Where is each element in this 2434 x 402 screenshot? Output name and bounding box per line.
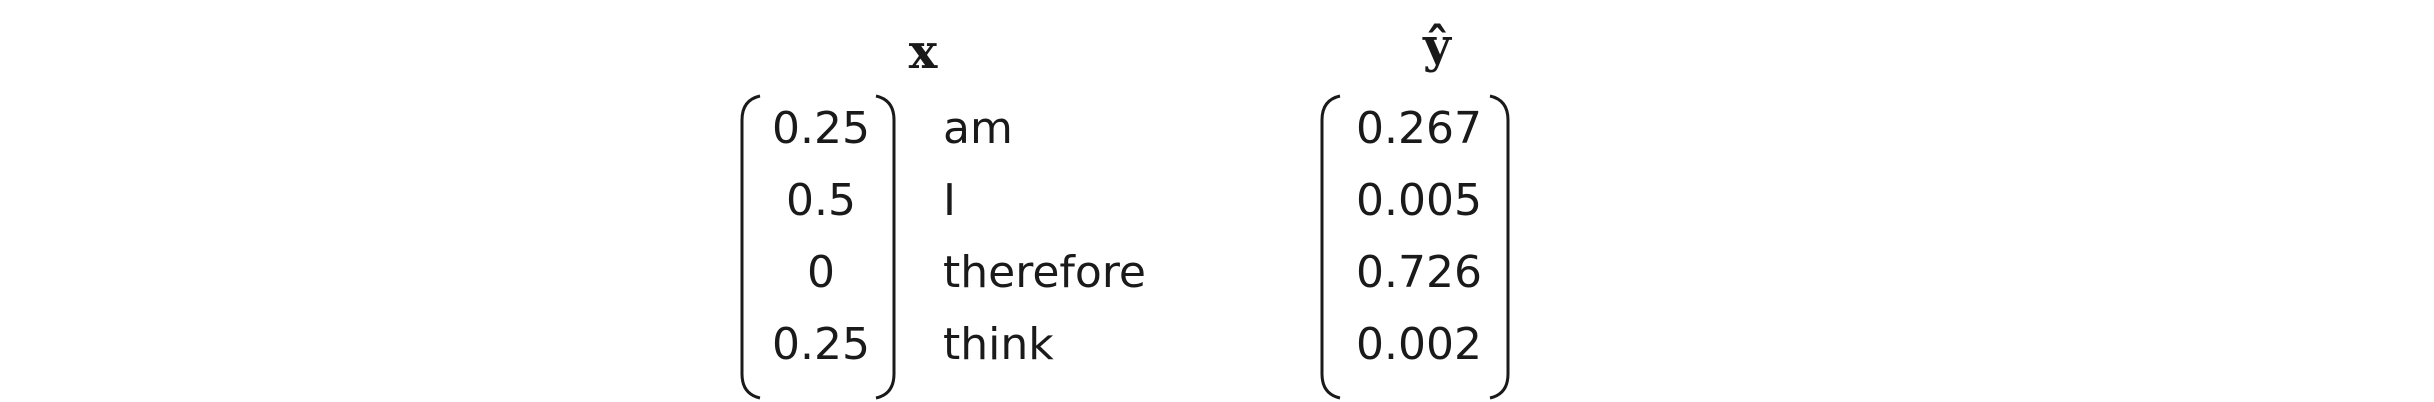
x-entry: 0.25 [772, 103, 870, 154]
y-hat-entry: 0.267 [1356, 103, 1482, 154]
vocabulary-word: think [943, 319, 1054, 370]
x-entry: 0 [807, 247, 835, 298]
y-hat-right-parenthesis [1486, 92, 1512, 402]
y-hat-vector-entries: 0.267 0.005 0.726 0.002 [1342, 93, 1496, 381]
x-entry: 0.5 [786, 175, 856, 226]
x-vector: x 0.25 0.5 0 0.25 am I therefore think [738, 20, 1238, 400]
x-vector-title: x [908, 24, 938, 80]
x-entry: 0.25 [772, 319, 870, 370]
vocabulary-word: am [943, 103, 1013, 154]
x-vector-entries: 0.25 0.5 0 0.25 [762, 93, 880, 381]
vocabulary-labels: am I therefore think [943, 93, 1146, 381]
y-hat-entry: 0.005 [1356, 175, 1482, 226]
y-hat-left-parenthesis [1318, 92, 1344, 402]
y-hat-vector: ŷ 0.267 0.005 0.726 0.002 [1318, 18, 1618, 400]
vocabulary-word: therefore [943, 247, 1147, 298]
y-hat-vector-title: ŷ [1423, 18, 1451, 74]
y-hat-entry: 0.002 [1356, 319, 1482, 370]
x-right-parenthesis [872, 92, 898, 402]
y-hat-entry: 0.726 [1356, 247, 1482, 298]
x-left-parenthesis [738, 92, 764, 402]
vocabulary-word: I [943, 175, 956, 226]
